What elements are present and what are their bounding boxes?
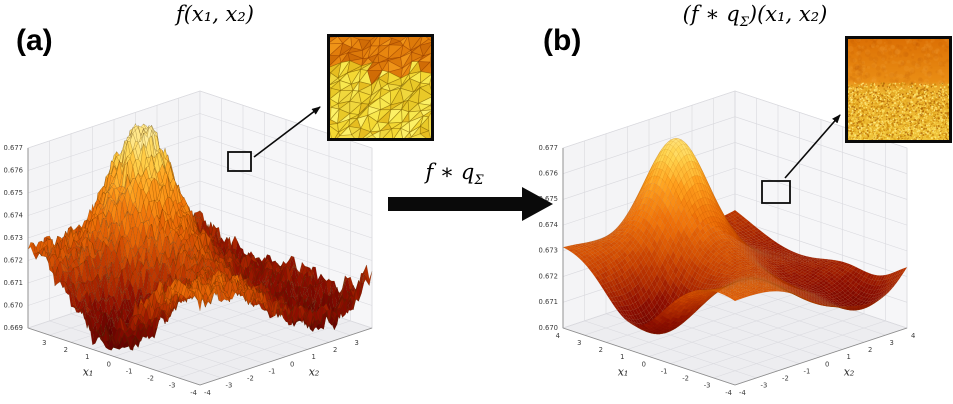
zoom-inset-a [327,34,434,141]
panel-b-title-sub: Σ [739,15,749,31]
zoom-inset-a-canvas [330,37,431,138]
panel-a-label: (a) [16,24,53,57]
convolution-arrow-label-sub: Σ [474,173,484,189]
panel-b-title-post: )(x₁, x₂) [748,2,828,26]
zoom-inset-b [845,36,952,143]
convolution-arrow-label: f ∗ qΣ [392,160,517,188]
panel-a-title: f(x₁, x₂) [175,2,255,26]
panel-b-title: (f ∗ qΣ)(x₁, x₂) [595,2,915,30]
zoom-inset-b-canvas [848,39,949,140]
convolution-arrow-label-pre: f ∗ q [425,160,475,184]
panel-b-title-pre: (f ∗ q [682,2,740,26]
panel-b-label: (b) [543,24,582,57]
